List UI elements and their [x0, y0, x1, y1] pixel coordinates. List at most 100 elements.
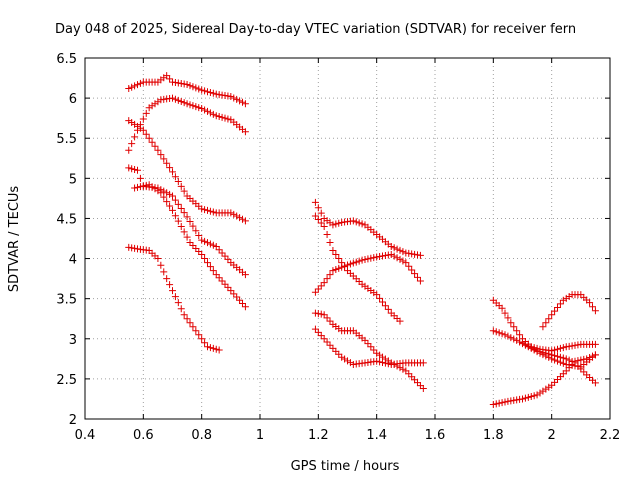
- data-point: [212, 271, 220, 279]
- data-point: [332, 347, 340, 355]
- data-point: [591, 307, 599, 315]
- data-point: [236, 296, 244, 304]
- data-point: [192, 103, 200, 111]
- data-point: [402, 367, 410, 375]
- data-point: [314, 216, 322, 224]
- data-point: [341, 355, 349, 363]
- data-point: [405, 370, 413, 378]
- data-point: [221, 280, 229, 288]
- data-point: [344, 357, 351, 365]
- data-point: [204, 88, 211, 96]
- data-point: [204, 239, 211, 247]
- data-point: [204, 343, 211, 351]
- data-point: [192, 327, 200, 335]
- data-point: [591, 351, 599, 359]
- data-point: [396, 317, 404, 325]
- data-point: [562, 367, 570, 375]
- data-point: [554, 376, 561, 384]
- data-point: [186, 217, 194, 225]
- data-point: [131, 244, 139, 252]
- data-point: [329, 267, 337, 275]
- data-point: [174, 200, 182, 208]
- data-point: [157, 151, 165, 159]
- data-point: [311, 212, 319, 220]
- data-point: [314, 310, 322, 318]
- data-point: [405, 262, 413, 270]
- data-point: [204, 206, 211, 214]
- data-point: [326, 341, 334, 349]
- data-point: [411, 376, 419, 384]
- data-point: [338, 353, 346, 361]
- data-point: [163, 275, 171, 283]
- data-point: [527, 393, 535, 401]
- data-point: [358, 256, 366, 264]
- x-tick-label: 0.6: [133, 428, 154, 443]
- data-point: [209, 208, 217, 216]
- data-point: [519, 339, 526, 347]
- data-point: [169, 192, 176, 200]
- data-point: [341, 263, 349, 271]
- data-point: [134, 183, 141, 191]
- data-point: [495, 399, 503, 407]
- data-point: [131, 166, 139, 174]
- series-arc-a1: [125, 72, 249, 108]
- data-point: [125, 243, 133, 251]
- data-point: [349, 259, 357, 267]
- data-point: [174, 299, 182, 307]
- data-point: [189, 222, 197, 230]
- y-tick-label: 5.5: [56, 132, 77, 147]
- data-point: [236, 97, 244, 105]
- data-point: [492, 328, 500, 336]
- data-point: [169, 94, 176, 102]
- data-point: [136, 183, 144, 191]
- data-point: [554, 352, 561, 360]
- data-point: [224, 283, 232, 291]
- data-point: [416, 277, 424, 285]
- data-point: [136, 79, 144, 87]
- data-point: [142, 130, 150, 138]
- data-point: [390, 252, 398, 260]
- data-point: [230, 290, 238, 298]
- data-point: [136, 174, 144, 182]
- data-point: [171, 95, 179, 103]
- data-point: [174, 178, 182, 186]
- data-point: [204, 107, 211, 115]
- data-point: [198, 236, 206, 244]
- data-point: [519, 395, 526, 403]
- data-point: [163, 189, 171, 197]
- data-point: [224, 115, 232, 123]
- data-point: [139, 182, 147, 190]
- data-point: [134, 81, 141, 89]
- data-point: [551, 378, 559, 386]
- data-point: [177, 97, 185, 105]
- data-point: [524, 342, 532, 350]
- data-point: [177, 182, 185, 190]
- data-point: [414, 273, 421, 281]
- data-point: [591, 379, 599, 387]
- data-point: [346, 359, 354, 367]
- data-point: [574, 362, 582, 370]
- series-arc-c1: [489, 296, 599, 355]
- data-point: [556, 373, 564, 381]
- data-point: [320, 279, 328, 287]
- data-point: [154, 255, 162, 263]
- data-point: [195, 248, 203, 256]
- data-point: [381, 302, 389, 310]
- x-tick-label: 1.2: [308, 428, 329, 443]
- data-point: [504, 314, 512, 322]
- data-point: [186, 319, 194, 327]
- data-point: [521, 394, 529, 402]
- data-point: [367, 343, 375, 351]
- data-point: [501, 331, 509, 339]
- data-point: [370, 346, 378, 354]
- data-point: [399, 365, 407, 373]
- data-point: [539, 323, 547, 331]
- data-point: [154, 146, 162, 154]
- series-arc-a5: [131, 181, 249, 311]
- data-point: [335, 255, 343, 263]
- data-point: [393, 254, 401, 262]
- data-point: [177, 305, 185, 313]
- data-point: [163, 72, 171, 80]
- data-point: [399, 248, 407, 256]
